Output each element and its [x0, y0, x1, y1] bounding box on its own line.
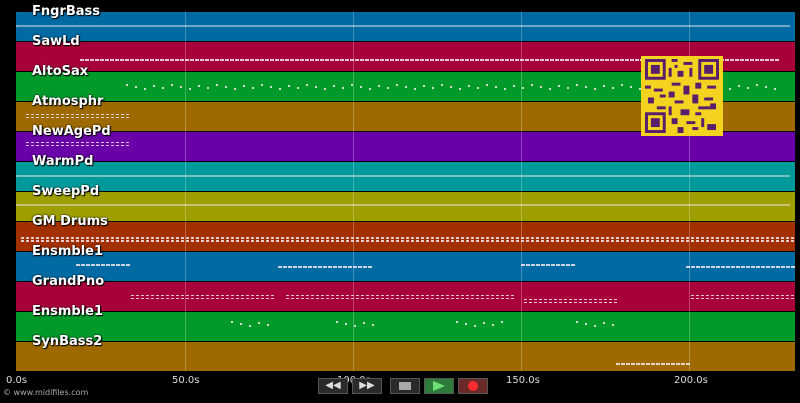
track-lane[interactable]: Ensmble1 [16, 304, 795, 341]
stop-button[interactable] [390, 378, 420, 394]
track-lane[interactable]: GrandPno [16, 274, 795, 311]
note-group [26, 114, 129, 118]
rewind-button[interactable]: ◀◀ [318, 378, 348, 394]
note-contour [16, 175, 790, 177]
tick-label: 50.0s [172, 375, 200, 386]
fast-forward-icon: ▶▶ [359, 380, 375, 391]
note-lane [21, 237, 794, 242]
track-name: GM Drums [32, 214, 108, 229]
note-group [231, 321, 269, 327]
track-name: FngrBass [32, 4, 101, 19]
fast-forward-button[interactable]: ▶▶ [352, 378, 382, 394]
track-name: SynBass2 [32, 334, 103, 349]
track-name: SawLd [32, 34, 80, 49]
note-group [278, 266, 372, 268]
gridline [521, 11, 522, 371]
note-lane [616, 363, 690, 365]
track-lane[interactable]: SynBass2 [16, 334, 795, 371]
note-lane [76, 264, 795, 268]
record-icon [468, 381, 478, 391]
track-name: GrandPno [32, 274, 105, 289]
play-icon [433, 381, 445, 391]
note-group [691, 295, 794, 299]
note-contour [16, 204, 790, 206]
gridline [689, 11, 690, 371]
track-name: Atmosphr [32, 94, 104, 109]
note-lane [16, 204, 790, 206]
track-name: WarmPd [32, 154, 94, 169]
tick-label: 200.0s [674, 375, 708, 386]
note-group [456, 321, 503, 327]
play-button[interactable] [424, 378, 454, 394]
note-group [76, 264, 130, 266]
track-name: Ensmble1 [32, 304, 104, 319]
note-lane [231, 321, 614, 327]
note-group [521, 264, 575, 266]
stop-icon [399, 382, 411, 390]
note-lane [16, 175, 790, 177]
note-lane [26, 114, 129, 118]
gridline [353, 11, 354, 371]
note-group [21, 237, 794, 242]
note-group [576, 321, 614, 327]
rewind-icon: ◀◀ [325, 380, 341, 391]
track-name: AltoSax [32, 64, 89, 79]
track-lane[interactable]: SweepPd [16, 184, 795, 221]
note-group [26, 142, 129, 146]
tick-label: 0.0s [6, 375, 28, 386]
track-lane[interactable]: WarmPd [16, 154, 795, 191]
note-group [131, 295, 274, 299]
copyright-text: © www.midifiles.com [3, 388, 89, 397]
gridline [185, 11, 186, 371]
track-lane[interactable]: FngrBass [16, 4, 795, 41]
track-lane[interactable]: GM Drums [16, 214, 795, 251]
track-lane[interactable]: Ensmble1 [16, 244, 795, 281]
note-group [524, 299, 617, 303]
track-lane[interactable]: NewAgePd [16, 124, 795, 161]
track-name: Ensmble1 [32, 244, 104, 259]
note-lane [16, 25, 790, 27]
note-group [286, 295, 514, 299]
qr-code [641, 56, 723, 136]
record-button[interactable] [458, 378, 488, 394]
note-contour [16, 25, 790, 27]
note-group [616, 363, 690, 365]
qr-code-icon [645, 59, 719, 133]
transport-controls: ◀◀ ▶▶ [318, 378, 488, 394]
track-name: NewAgePd [32, 124, 111, 139]
tick-label: 150.0s [506, 375, 540, 386]
note-group [336, 321, 374, 327]
note-group [686, 266, 795, 268]
note-lane [26, 142, 129, 146]
track-name: SweepPd [32, 184, 100, 199]
note-lane [131, 295, 794, 303]
